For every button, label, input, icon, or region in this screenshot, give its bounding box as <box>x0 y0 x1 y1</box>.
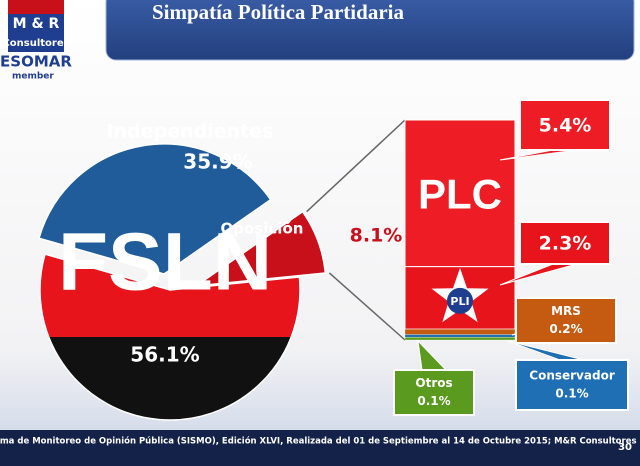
bar-segment <box>404 119 516 268</box>
callout-name: Conservador <box>529 369 615 383</box>
title-banner <box>105 0 635 61</box>
callout-box <box>515 359 629 411</box>
bar-segment <box>404 334 516 338</box>
connector <box>306 119 406 213</box>
callout-box <box>519 99 611 151</box>
pli-circle <box>447 287 473 314</box>
slice-label: Independientes <box>107 121 274 143</box>
value-label: 56.1% <box>130 343 199 367</box>
value-label: 0.1% <box>555 387 588 401</box>
value-label: 8.1% <box>350 225 403 247</box>
chart: Independientes 35.9% Oposición 8.1% FSLN 56.1… <box>38 99 629 421</box>
footer-band <box>0 430 640 466</box>
page-number: 30 <box>618 442 632 453</box>
callout-box <box>393 369 475 416</box>
logo-sub: Consultores <box>2 38 69 49</box>
bar-label: PLI <box>450 295 469 308</box>
footer-source: tema de Monitoreo de Opinión Pública (SI… <box>0 436 637 447</box>
callout-name: Otros <box>415 376 452 390</box>
bar-segment <box>404 337 516 341</box>
pie-slice <box>39 253 301 421</box>
pie-slice <box>193 210 327 288</box>
logo: M & R Consultores ESOMAR member <box>0 0 72 82</box>
value-label: 0.2% <box>549 322 582 336</box>
value-label: 0.1% <box>417 394 450 408</box>
logo-name: M & R <box>13 16 60 32</box>
bar-label: PLC <box>418 170 502 217</box>
chart-title: Simpatía Política Partidaria <box>152 0 404 24</box>
slice-label: Oposición <box>221 220 304 238</box>
slice-label: FSLN <box>58 217 272 308</box>
bar-segment <box>404 328 516 335</box>
value-label: 35.9% <box>183 150 252 174</box>
callout-name: MRS <box>551 304 581 318</box>
value-label: 5.4% <box>539 115 592 137</box>
value-label: 2.3% <box>539 233 592 255</box>
pie-slice <box>38 143 272 275</box>
logo-box <box>8 14 64 52</box>
logo-bar <box>8 0 64 14</box>
connector <box>328 272 406 341</box>
logo-org: ESOMAR <box>0 53 72 71</box>
callout-box <box>519 221 611 265</box>
callout-box <box>515 297 617 344</box>
logo-member: member <box>12 72 54 82</box>
